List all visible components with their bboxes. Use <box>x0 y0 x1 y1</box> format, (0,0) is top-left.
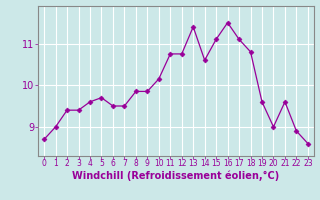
X-axis label: Windchill (Refroidissement éolien,°C): Windchill (Refroidissement éolien,°C) <box>72 171 280 181</box>
